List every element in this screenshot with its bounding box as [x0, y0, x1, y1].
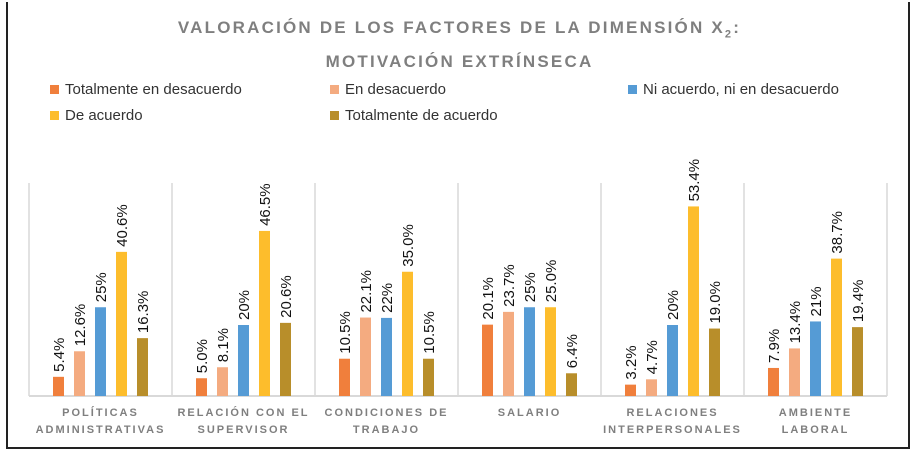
category-label: SUPERVISOR — [198, 424, 290, 436]
bar — [95, 307, 106, 396]
data-label: 5.0% — [194, 339, 211, 373]
data-label: 10.5% — [421, 311, 438, 354]
bar — [852, 327, 863, 396]
bar — [381, 317, 392, 396]
data-label: 21% — [808, 286, 825, 316]
bar — [137, 338, 148, 396]
data-label: 22% — [379, 283, 396, 313]
bar — [566, 373, 577, 396]
bar — [238, 325, 249, 396]
data-label: 40.6% — [114, 204, 131, 247]
legend-item: De acuerdo — [50, 107, 143, 124]
legend-item: Totalmente en desacuerdo — [50, 81, 242, 98]
category-label: RELACIONES — [626, 407, 718, 419]
bar — [339, 358, 350, 396]
data-label: 13.4% — [787, 301, 804, 344]
legend-label: Totalmente en desacuerdo — [65, 81, 242, 98]
legend-swatch — [330, 111, 339, 120]
data-label: 10.5% — [337, 311, 354, 354]
bar — [259, 230, 270, 396]
data-label: 35.0% — [400, 224, 417, 267]
data-label: 16.3% — [135, 291, 152, 334]
legend-item: En desacuerdo — [330, 81, 446, 98]
legend-label: Totalmente de acuerdo — [345, 107, 498, 124]
data-label: 46.5% — [257, 183, 274, 226]
data-label: 38.7% — [829, 211, 846, 254]
bar — [196, 378, 207, 396]
legend-label: Ni acuerdo, ni en desacuerdo — [643, 81, 839, 98]
title-subscript: 2 — [724, 28, 734, 41]
data-label: 5.4% — [51, 338, 68, 372]
data-label: 25% — [93, 272, 110, 302]
bar — [709, 328, 720, 396]
legend-label: De acuerdo — [65, 107, 143, 124]
data-label: 22.1% — [358, 270, 375, 313]
legend-swatch — [50, 85, 59, 94]
category-label: RELACIÓN CON EL — [177, 406, 309, 419]
chart-title: VALORACIÓN DE LOS FACTORES DE LA DIMENSI… — [0, 14, 919, 76]
bar — [831, 258, 842, 396]
bar — [423, 358, 434, 396]
data-label: 25% — [522, 272, 539, 302]
legend-swatch — [628, 85, 637, 94]
bar — [53, 376, 64, 396]
data-label: 6.4% — [564, 334, 581, 368]
legend-item: Ni acuerdo, ni en desacuerdo — [628, 81, 839, 98]
bar — [217, 367, 228, 396]
bar — [667, 325, 678, 396]
title-line-1: VALORACIÓN DE LOS FACTORES DE LA DIMENSI… — [177, 18, 725, 37]
bar — [280, 322, 291, 396]
title-line-2: MOTIVACIÓN EXTRÍNSECA — [325, 52, 594, 72]
data-label: 19.4% — [850, 280, 867, 323]
category-label: LABORAL — [782, 424, 850, 436]
bar — [545, 307, 556, 396]
data-label: 20% — [236, 290, 253, 320]
category-label: TRABAJO — [353, 424, 420, 436]
data-label: 20.6% — [278, 275, 295, 318]
legend-label: En desacuerdo — [345, 81, 446, 98]
category-label: ADMINISTRATIVAS — [36, 424, 166, 436]
bar — [74, 351, 85, 396]
data-label: 7.9% — [766, 329, 783, 363]
category-label: POLÍTICAS — [62, 406, 139, 419]
category-label: CONDICIONES DE — [325, 407, 449, 419]
data-label: 20.1% — [480, 277, 497, 320]
title-colon: : — [733, 18, 742, 37]
data-label: 23.7% — [501, 264, 518, 307]
data-label: 8.1% — [215, 328, 232, 362]
bar — [524, 307, 535, 396]
chart-frame — [6, 2, 910, 449]
bar — [768, 367, 779, 396]
bar — [789, 348, 800, 396]
bar — [360, 317, 371, 396]
data-label: 25.0% — [543, 260, 560, 303]
bar — [810, 321, 821, 396]
legend-swatch — [50, 111, 59, 120]
category-label: SALARIO — [498, 407, 562, 419]
category-label: AMBIENTE — [779, 407, 852, 419]
legend-swatch — [330, 85, 339, 94]
legend-item: Totalmente de acuerdo — [330, 107, 498, 124]
bar — [503, 311, 514, 396]
data-label: 53.4% — [686, 159, 703, 202]
bar — [116, 251, 127, 396]
data-label: 20% — [665, 290, 682, 320]
bar — [482, 324, 493, 396]
bar — [625, 384, 636, 396]
data-label: 19.0% — [707, 281, 724, 324]
bar — [402, 271, 413, 396]
data-label: 4.7% — [644, 340, 661, 374]
category-label: INTERPERSONALES — [603, 424, 742, 436]
data-label: 12.6% — [72, 304, 89, 347]
bar — [688, 206, 699, 396]
data-label: 3.2% — [623, 345, 640, 379]
bar — [646, 379, 657, 396]
